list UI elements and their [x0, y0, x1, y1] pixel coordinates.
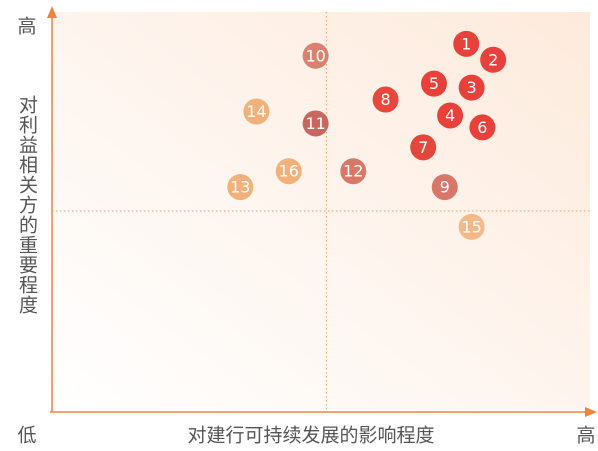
y-high-label: 高 [17, 16, 36, 38]
point-label: 8 [380, 90, 390, 109]
point-label: 3 [467, 78, 477, 97]
point-label: 15 [461, 217, 481, 236]
point [243, 98, 270, 125]
point [340, 158, 367, 185]
point-label: 6 [477, 118, 487, 137]
point [420, 70, 447, 97]
point [469, 114, 496, 141]
x-high-label: 高 [576, 425, 595, 447]
y-arrow [47, 6, 57, 18]
point [453, 30, 480, 57]
point-label: 11 [305, 114, 325, 133]
point-label: 10 [305, 46, 325, 65]
point-label: 12 [343, 162, 363, 181]
point [302, 110, 329, 137]
point [437, 102, 464, 129]
x-axis-label: 对建行可持续发展的影响程度 [187, 425, 434, 447]
point-label: 5 [429, 74, 439, 93]
point-label: 14 [246, 102, 266, 121]
point [480, 46, 507, 73]
point-label: 1 [461, 34, 471, 53]
y-axis-label: 对利益相关方的重要程度 [16, 95, 38, 315]
point [227, 174, 254, 201]
point [410, 134, 437, 161]
point [275, 158, 302, 185]
origin-label: 低 [17, 425, 36, 447]
point-label: 2 [488, 50, 498, 69]
point [431, 174, 458, 201]
point [372, 86, 399, 113]
point [458, 213, 485, 240]
point [458, 74, 485, 101]
point-label: 9 [440, 178, 450, 197]
point-label: 7 [418, 138, 428, 157]
point-label: 16 [279, 162, 299, 181]
point-label: 4 [445, 106, 455, 125]
point [302, 42, 329, 69]
point-label: 13 [230, 178, 250, 197]
x-arrow [585, 407, 597, 417]
